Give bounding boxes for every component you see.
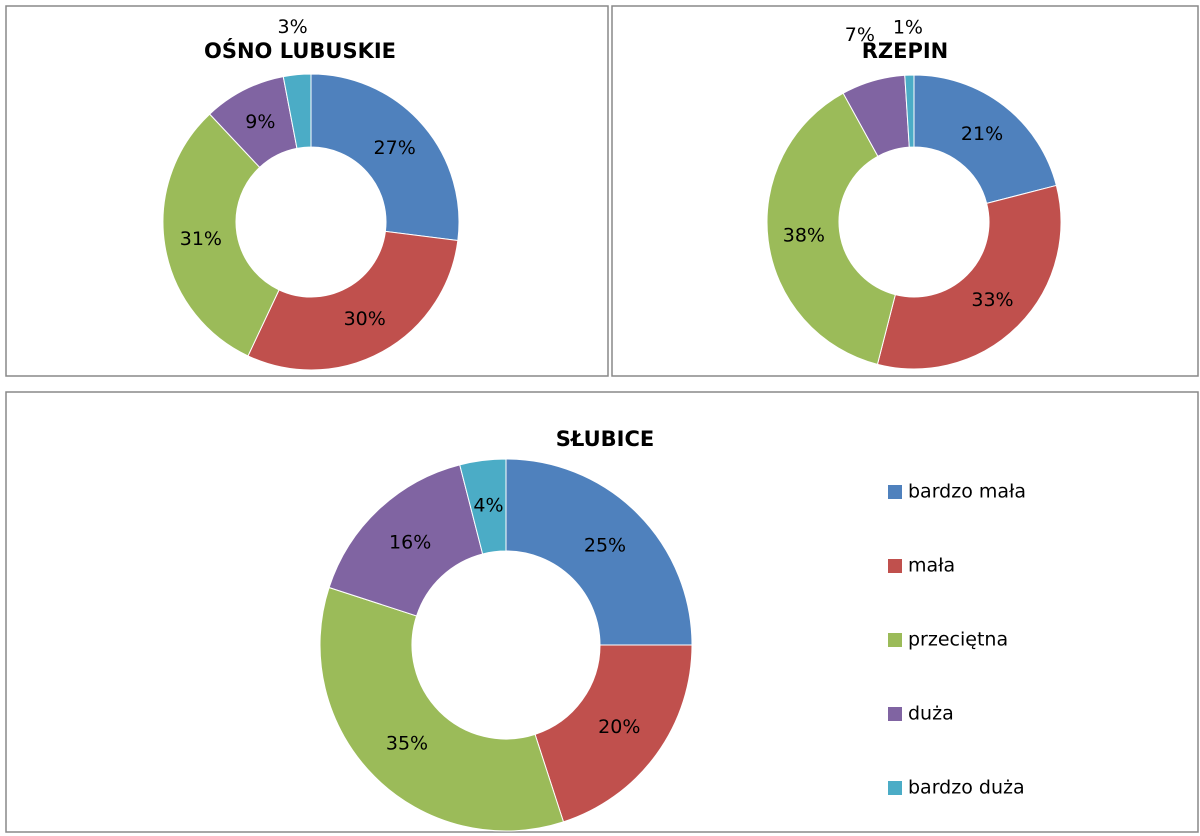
- chart-title: OŚNO LUBUSKIE: [204, 38, 396, 63]
- legend-label: duża: [908, 703, 954, 725]
- legend-label: bardzo duża: [908, 777, 1025, 799]
- chart-title: SŁUBICE: [556, 427, 655, 451]
- data-label: 1%: [893, 17, 923, 39]
- legend-label: przeciętna: [908, 629, 1008, 651]
- slice: [766, 92, 896, 365]
- slice: [505, 458, 693, 646]
- slice: [282, 73, 312, 149]
- data-label: 9%: [245, 111, 275, 133]
- data-label: 35%: [386, 732, 428, 754]
- data-label: 3%: [278, 16, 308, 38]
- slice: [162, 113, 280, 357]
- slice: [913, 74, 1057, 204]
- chart-title: RZEPIN: [862, 39, 949, 63]
- data-label: 27%: [374, 137, 416, 159]
- slice: [876, 184, 1062, 370]
- legend-swatch: [888, 781, 902, 795]
- data-label: 20%: [598, 716, 640, 738]
- slice: [310, 73, 460, 242]
- data-label: 4%: [473, 495, 503, 517]
- slice: [534, 644, 693, 823]
- data-label: 7%: [845, 24, 875, 46]
- legend-swatch: [888, 559, 902, 573]
- slice: [247, 230, 459, 371]
- data-label: 16%: [389, 531, 431, 553]
- slice: [328, 464, 484, 617]
- legend-swatch: [888, 485, 902, 499]
- slice: [904, 74, 915, 148]
- data-label: 25%: [584, 535, 626, 557]
- data-label: 31%: [180, 228, 222, 250]
- legend-swatch: [888, 633, 902, 647]
- slice: [319, 586, 565, 832]
- legend-label: mała: [908, 555, 955, 577]
- legend-swatch: [888, 707, 902, 721]
- data-label: 33%: [971, 289, 1013, 311]
- data-label: 21%: [961, 123, 1003, 145]
- legend-label: bardzo mała: [908, 481, 1026, 503]
- data-label: 30%: [344, 308, 386, 330]
- slice: [459, 458, 507, 555]
- data-label: 38%: [783, 224, 825, 246]
